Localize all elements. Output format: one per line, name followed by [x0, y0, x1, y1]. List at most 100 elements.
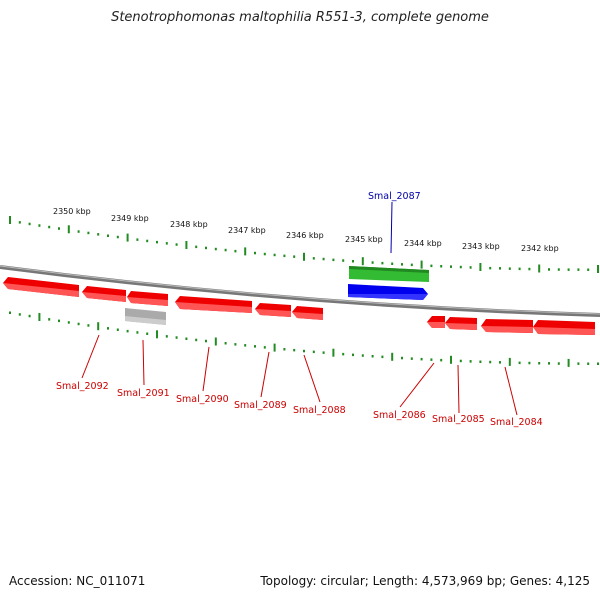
label-smal-2087[interactable]: Smal_2087: [368, 191, 421, 202]
ruler-minor-tick: [518, 267, 521, 271]
ruler-minor-tick: [528, 267, 531, 271]
ruler-minor-tick: [303, 349, 305, 353]
ruler-minor-tick: [322, 351, 325, 354]
ruler-labels: 2350 kbp 2349 kbp 2348 kbp 2347 kbp 2346…: [53, 207, 559, 253]
ruler-major-tick: [361, 257, 364, 266]
ruler-minor-tick: [126, 329, 129, 333]
ruler-minor-tick: [508, 267, 511, 270]
label-smal-2091[interactable]: Smal_2091: [117, 388, 170, 399]
ruler-major-tick: [538, 264, 541, 273]
kbp-label: 2348 kbp: [170, 220, 208, 229]
ruler-minor-tick: [234, 343, 237, 346]
ruler-minor-tick: [597, 362, 599, 365]
ruler-minor-tick: [332, 258, 335, 262]
ruler-minor-tick: [577, 268, 580, 271]
kbp-label: 2344 kbp: [404, 239, 442, 248]
ruler-minor-tick: [214, 247, 217, 251]
ruler-minor-tick: [195, 338, 198, 342]
map-title: Stenotrophomonas maltophilia R551-3, com…: [111, 10, 489, 25]
kbp-label: 2350 kbp: [53, 207, 91, 216]
ruler-minor-tick: [28, 222, 31, 226]
ruler-minor-tick: [410, 263, 413, 267]
ruler-minor-tick: [156, 240, 158, 244]
ruler-minor-tick: [48, 318, 51, 321]
genome-backbone: [0, 265, 600, 317]
kbp-label: 2347 kbp: [228, 226, 266, 235]
ruler-minor-tick: [205, 246, 207, 250]
ruler-minor-tick: [342, 352, 345, 356]
ruler-minor-tick: [9, 311, 11, 314]
ruler-minor-tick: [548, 362, 550, 365]
ruler-minor-tick: [234, 249, 237, 253]
ruler-minor-tick: [116, 328, 119, 331]
ruler-minor-tick: [548, 268, 550, 271]
ruler-minor-tick: [87, 324, 90, 327]
ruler-major-tick: [214, 337, 217, 346]
ruler-minor-tick: [293, 348, 296, 352]
ruler-minor-tick: [371, 261, 374, 264]
ruler-minor-tick: [557, 362, 560, 365]
ruler-minor-tick: [165, 335, 168, 338]
ruler-minor-tick: [165, 242, 168, 245]
label-smal-2089[interactable]: Smal_2089: [234, 400, 287, 411]
ruler-minor-tick: [185, 337, 188, 340]
ruler-minor-tick: [430, 358, 433, 361]
label-smal-2090[interactable]: Smal_2090: [176, 394, 229, 405]
ruler-minor-tick: [107, 327, 109, 330]
ruler-major-tick: [156, 330, 158, 339]
ruler-minor-tick: [38, 224, 41, 227]
label-smal-2084[interactable]: Smal_2084: [490, 417, 543, 428]
ruler-minor-tick: [97, 233, 100, 236]
kbp-label: 2349 kbp: [111, 214, 149, 223]
topology-text: Topology: circular; Length: 4,573,969 bp…: [260, 574, 590, 588]
ruler-minor-tick: [28, 314, 31, 318]
ruler-minor-tick: [18, 221, 21, 224]
accession-text: Accession: NC_011071: [9, 574, 146, 588]
ruler-minor-tick: [489, 360, 492, 364]
ruler-minor-tick: [587, 362, 590, 365]
ruler-top: [9, 216, 599, 273]
ruler-minor-tick: [440, 358, 443, 362]
ruler-major-tick: [567, 358, 570, 367]
ruler-minor-tick: [146, 332, 149, 335]
ruler-minor-tick: [18, 313, 21, 316]
ruler-minor-tick: [459, 359, 462, 363]
kbp-label: 2346 kbp: [286, 231, 324, 240]
ruler-minor-tick: [322, 257, 325, 261]
ruler-minor-tick: [557, 268, 560, 271]
ruler-major-tick: [97, 322, 100, 331]
ruler-minor-tick: [469, 266, 472, 269]
ruler-minor-tick: [342, 259, 345, 262]
ruler-minor-tick: [440, 265, 443, 268]
ruler-bottom: [9, 311, 599, 367]
ruler-minor-tick: [459, 265, 462, 269]
ruler-minor-tick: [450, 265, 452, 268]
ruler-minor-tick: [381, 355, 384, 359]
label-smal-2092[interactable]: Smal_2092: [56, 381, 109, 392]
label-smal-2085[interactable]: Smal_2085: [432, 414, 485, 425]
ruler-minor-tick: [77, 230, 80, 233]
ruler-major-tick: [244, 247, 247, 256]
kbp-label: 2343 kbp: [462, 242, 500, 251]
ruler-major-tick: [332, 348, 335, 357]
ruler-minor-tick: [195, 245, 198, 249]
forward-strand: [348, 266, 429, 300]
ruler-minor-tick: [293, 255, 296, 258]
ruler-major-tick: [126, 233, 129, 242]
label-smal-2088[interactable]: Smal_2088: [293, 405, 346, 416]
ruler-major-tick: [479, 263, 482, 271]
ruler-minor-tick: [224, 248, 227, 252]
ruler-minor-tick: [136, 331, 139, 334]
ruler-minor-tick: [312, 257, 315, 260]
ruler-minor-tick: [420, 357, 423, 361]
ruler-minor-tick: [499, 267, 501, 270]
ruler-minor-tick: [518, 361, 521, 365]
label-smal-2086[interactable]: Smal_2086: [373, 410, 426, 421]
ruler-major-tick: [273, 343, 276, 352]
ruler-minor-tick: [352, 353, 354, 357]
ruler-major-tick: [420, 260, 423, 269]
ruler-major-tick: [303, 252, 305, 261]
ruler-minor-tick: [528, 361, 531, 365]
ruler-minor-tick: [401, 356, 403, 360]
